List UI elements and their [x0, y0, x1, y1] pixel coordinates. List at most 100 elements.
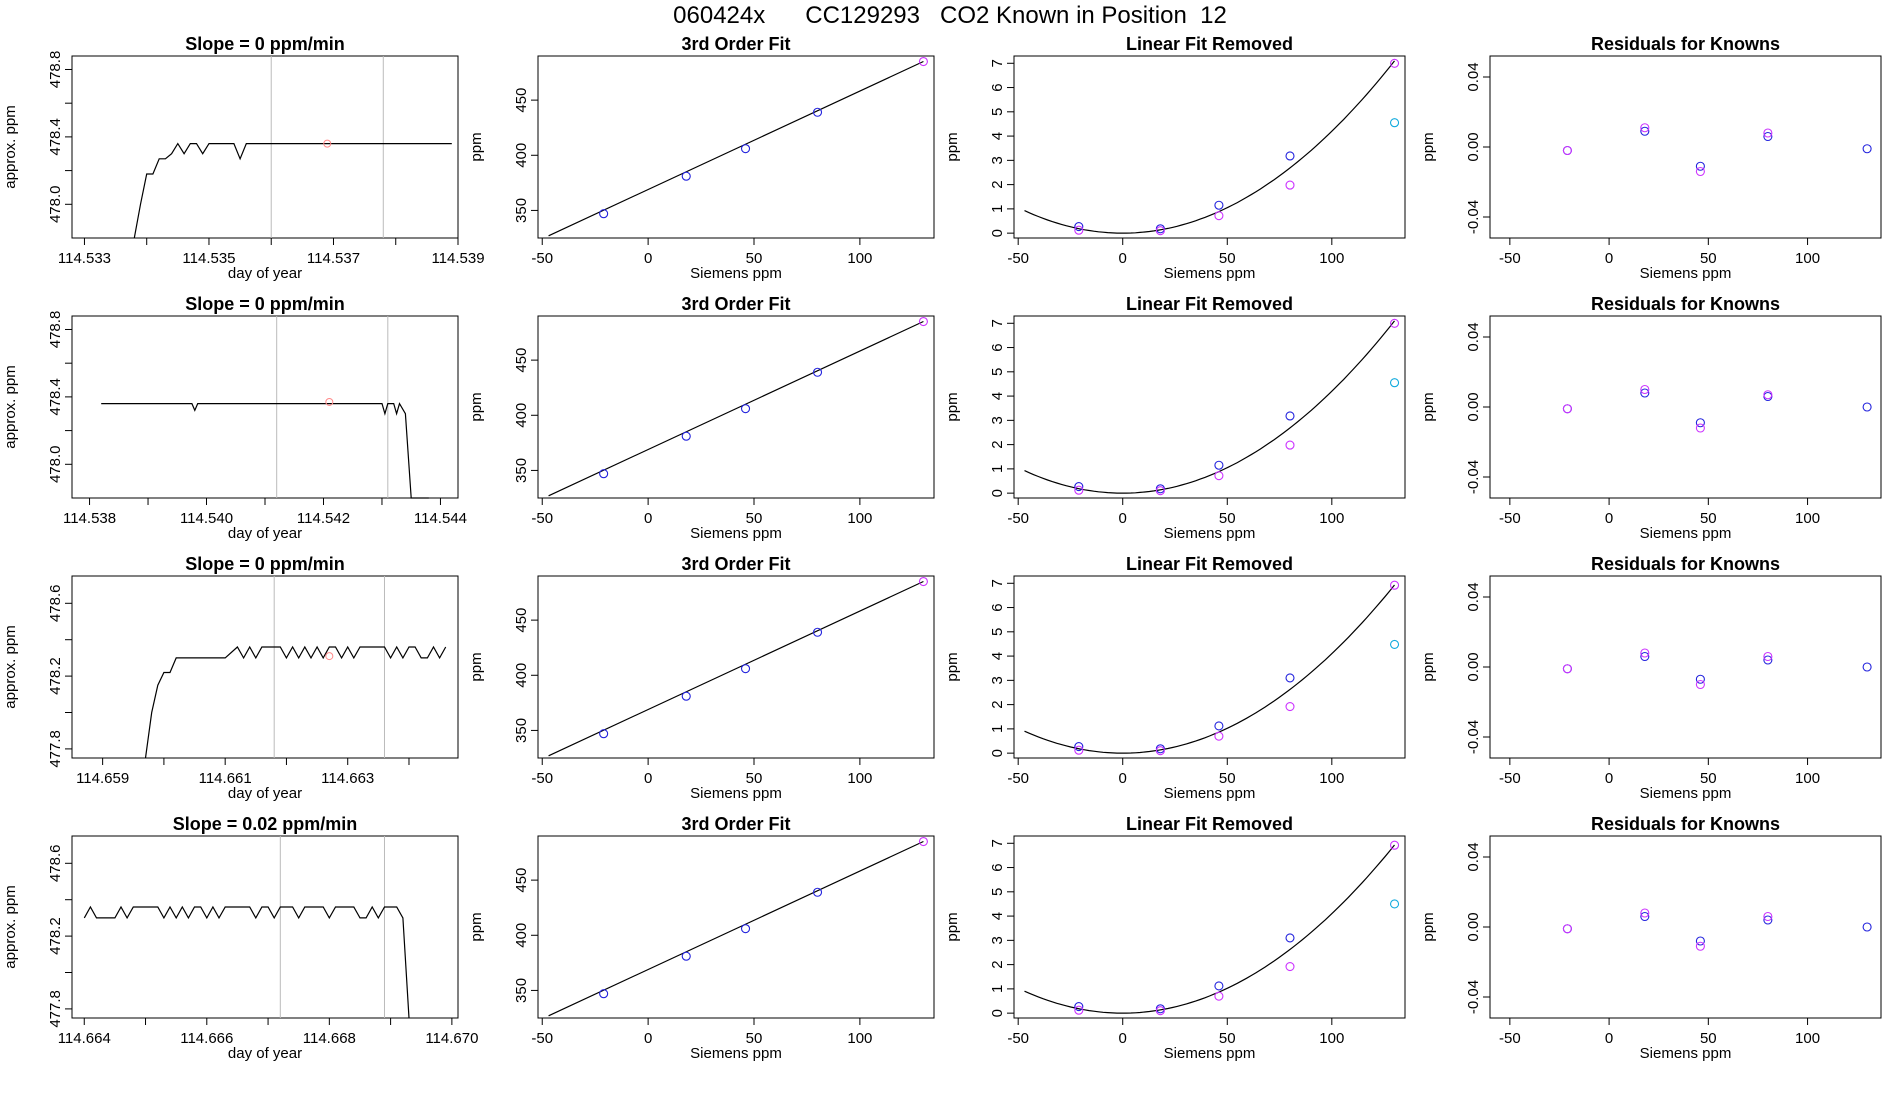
x-axis-label: Siemens ppm	[1640, 1045, 1732, 1062]
y-axis-label: ppm	[1420, 912, 1437, 941]
y-axis-label: ppm	[944, 912, 961, 941]
y-tick-label: 7	[989, 579, 1006, 587]
data-point	[1285, 411, 1295, 421]
data-point	[1285, 962, 1295, 972]
x-tick-label: 100	[847, 510, 872, 527]
x-axis-label: Siemens ppm	[1640, 265, 1732, 282]
data-point	[1695, 166, 1705, 177]
mean-point-marker	[325, 652, 334, 661]
data-point	[918, 576, 928, 587]
data-point	[918, 316, 928, 327]
data-point	[1214, 471, 1224, 481]
y-tick-label: 4	[989, 132, 1006, 140]
data-point	[1640, 911, 1650, 922]
y-tick-label: 1	[989, 465, 1006, 473]
y-tick-label: 5	[989, 888, 1006, 896]
figure-title: 060424x CC129293 CO2 Known in Position 1…	[673, 2, 1227, 29]
data-point	[1155, 1004, 1165, 1014]
x-tick-label: 50	[1700, 250, 1717, 267]
mean-point-marker	[323, 139, 332, 148]
data-point	[1155, 746, 1165, 756]
y-tick-label: 478.6	[47, 585, 64, 623]
plot-frame	[537, 315, 935, 499]
y-axis-label: approx. ppm	[2, 105, 19, 188]
y-tick-label: 5	[989, 368, 1006, 376]
data-point	[1155, 744, 1165, 754]
data-point	[1285, 180, 1295, 190]
y-tick-label: 478.0	[47, 186, 64, 224]
x-tick-label: 114.663	[321, 770, 374, 787]
x-tick-label: -50	[1499, 510, 1521, 527]
x-tick-label: 114.542	[297, 510, 350, 527]
x-tick-label: -50	[1007, 510, 1029, 527]
data-point	[599, 989, 609, 999]
data-point	[1074, 1002, 1084, 1012]
data-point	[1389, 58, 1400, 68]
plot-frame	[537, 835, 935, 1019]
y-axis-label: ppm	[1420, 652, 1437, 681]
y-tick-label: 7	[989, 319, 1006, 327]
chart-panel: 3rd Order Fit Siemens ppm ppm -50 0 50 100 350 4…	[468, 294, 935, 542]
x-tick-label: 100	[1319, 1030, 1344, 1047]
y-axis-label: ppm	[468, 652, 485, 681]
x-tick-label: 0	[1605, 510, 1613, 527]
data-series-line	[101, 402, 429, 499]
y-tick-label: 2	[989, 180, 1006, 188]
data-point	[1389, 840, 1400, 850]
chart-panel: Slope = 0.02 ppm/min day of year approx. p…	[2, 814, 478, 1062]
y-tick-label: -0.04	[1465, 980, 1482, 1014]
y-axis-label: ppm	[468, 392, 485, 421]
x-tick-label: 114.668	[303, 1030, 356, 1047]
data-point	[812, 107, 823, 117]
x-tick-label: 50	[1219, 1030, 1236, 1047]
data-series-line	[83, 905, 410, 1019]
data-point	[1640, 651, 1650, 662]
chart-title: 3rd Order Fit	[681, 814, 790, 834]
y-tick-label: 478.2	[47, 657, 64, 695]
data-point	[1695, 941, 1705, 951]
x-tick-label: 0	[644, 250, 652, 267]
plot-frame	[1489, 575, 1882, 759]
y-tick-label: 350	[513, 718, 530, 743]
y-tick-label: 2	[989, 440, 1006, 448]
y-tick-label: 0.04	[1465, 842, 1482, 871]
data-point	[1074, 1005, 1084, 1015]
y-axis-label: ppm	[468, 132, 485, 161]
plot-frame	[1489, 55, 1882, 239]
y-tick-label: 478.8	[47, 51, 64, 89]
x-tick-label: 50	[1700, 510, 1717, 527]
y-tick-label: 6	[989, 603, 1006, 611]
data-point	[812, 367, 823, 377]
y-tick-label: 7	[989, 839, 1006, 847]
data-point	[740, 144, 751, 154]
x-tick-label: 0	[1119, 1030, 1127, 1047]
y-tick-label: 4	[989, 392, 1006, 400]
x-axis-label: Siemens ppm	[1640, 785, 1732, 802]
chart-panel: Slope = 0 ppm/min day of year approx. ppm 1…	[2, 34, 485, 282]
y-tick-label: -0.04	[1465, 200, 1482, 234]
x-axis-label: Siemens ppm	[690, 785, 782, 802]
y-axis-label: ppm	[944, 392, 961, 421]
x-tick-label: -50	[1499, 250, 1521, 267]
y-tick-label: 450	[513, 868, 530, 893]
mean-point-marker	[325, 397, 334, 406]
chart-title: 3rd Order Fit	[681, 294, 790, 314]
chart-panel: Residuals for Knowns Siemens ppm ppm -50 0 50…	[1420, 814, 1882, 1062]
x-axis-label: day of year	[228, 785, 302, 802]
x-tick-label: 114.544	[414, 510, 467, 527]
x-tick-label: 50	[1219, 250, 1236, 267]
data-point	[740, 924, 751, 934]
data-point	[1155, 1006, 1165, 1016]
data-point	[1214, 211, 1224, 221]
chart-panel: Residuals for Knowns Siemens ppm ppm -50 0 50…	[1420, 294, 1882, 542]
data-point	[1695, 679, 1705, 690]
x-tick-label: 100	[847, 1030, 872, 1047]
y-tick-label: -0.04	[1465, 460, 1482, 494]
plot-frame	[71, 575, 459, 759]
data-point	[681, 691, 691, 701]
data-point	[1214, 721, 1224, 731]
x-tick-label: 0	[1119, 510, 1127, 527]
y-tick-label: -0.04	[1465, 720, 1482, 754]
data-point	[1074, 222, 1084, 232]
